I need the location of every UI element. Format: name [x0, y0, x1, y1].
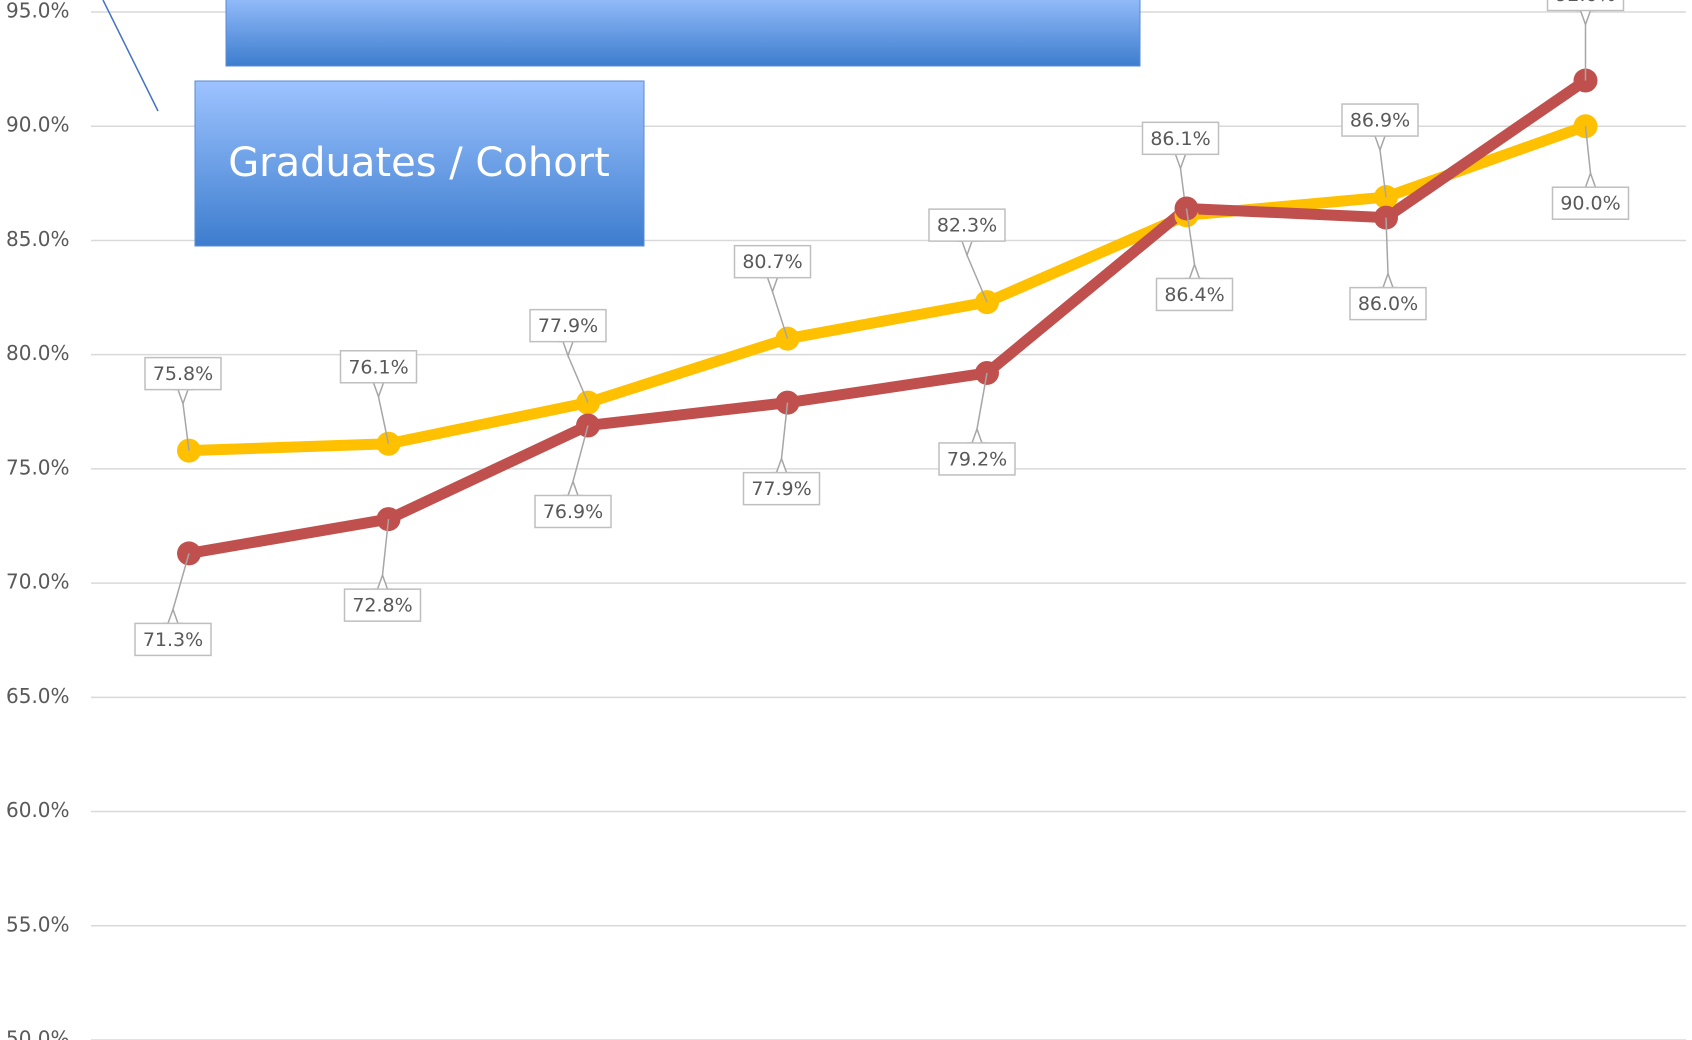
y-tick-label: 50.0% — [6, 1027, 70, 1040]
label-box — [1141, 121, 1220, 156]
label-pointer — [1580, 170, 1601, 188]
y-tick-label: 75.0% — [6, 455, 70, 479]
data-label: 71.3% — [143, 629, 203, 651]
label-pointer — [563, 479, 583, 497]
label-pointer — [1184, 262, 1205, 280]
data-label: 77.9% — [751, 478, 811, 500]
label-leader — [1379, 149, 1387, 198]
data-label: 80.7% — [742, 251, 802, 273]
data-label: 79.2% — [947, 448, 1007, 470]
label-pointer — [957, 240, 977, 258]
label-box — [529, 308, 607, 343]
data-label: 82.3% — [937, 215, 997, 237]
label-box — [1155, 277, 1234, 312]
annotation-box — [194, 80, 645, 247]
y-tick-label: 85.0% — [6, 227, 70, 251]
data-label: 86.9% — [1350, 110, 1410, 132]
data-label: 86.1% — [1150, 128, 1210, 150]
label-pointer — [762, 276, 783, 294]
label-leader — [182, 403, 190, 451]
label-leader — [567, 355, 589, 403]
label-pointer — [1370, 135, 1390, 153]
label-leader — [1185, 208, 1196, 265]
label-box — [928, 208, 1006, 242]
label-leader — [780, 402, 789, 459]
label-pointer — [1378, 271, 1398, 289]
label-pointer — [173, 388, 193, 406]
label-box — [534, 494, 612, 529]
label-leader — [1584, 126, 1592, 174]
label-leader — [1385, 217, 1389, 274]
y-tick-label: 60.0% — [6, 798, 70, 822]
label-box — [1546, 0, 1625, 12]
label-pointer — [771, 456, 792, 474]
label-box — [339, 350, 418, 384]
data-label: 72.8% — [352, 595, 412, 617]
label-leader — [572, 425, 589, 482]
data-label: 77.9% — [538, 315, 598, 337]
label-box — [1551, 186, 1630, 220]
data-label: 76.9% — [543, 501, 603, 523]
y-tick-label: 70.0% — [6, 570, 70, 594]
callout-line — [102, 0, 159, 112]
y-tick-label: 80.0% — [6, 341, 70, 365]
data-label: 92.0% — [1555, 0, 1615, 6]
label-leader — [172, 553, 190, 610]
annotation: Graduates / Cohort — [228, 140, 610, 186]
data-label: 86.4% — [1164, 284, 1224, 306]
label-leader — [771, 291, 789, 339]
label-pointer — [368, 382, 389, 399]
y-tick-label: 90.0% — [6, 113, 70, 137]
label-box — [343, 588, 422, 622]
label-pointer — [558, 340, 578, 358]
label-box — [1349, 286, 1427, 321]
label-pointer — [1170, 153, 1191, 171]
label-pointer — [372, 572, 393, 590]
label-leader — [377, 396, 390, 444]
y-tick-label: 95.0% — [6, 0, 70, 23]
series-line — [188, 76, 1589, 559]
series-line — [188, 121, 1588, 457]
data-label: 75.8% — [153, 363, 213, 385]
label-leader — [381, 519, 390, 576]
data-label: 76.1% — [348, 356, 408, 378]
label-box — [1341, 103, 1419, 137]
plot: 75.8% 76.1% 77.9% 80.7% 82.3% 86.1% 86.9% 90.0%… — [134, 0, 1630, 657]
data-label: 90.0% — [1560, 193, 1620, 215]
label-leader — [966, 254, 988, 303]
y-tick-label: 55.0% — [6, 912, 70, 936]
label-box — [742, 471, 821, 506]
y-tick-label: 65.0% — [6, 684, 70, 708]
label-box — [938, 442, 1016, 476]
label-box — [134, 622, 212, 657]
title-box — [225, 0, 1141, 67]
data-label: 86.0% — [1358, 293, 1418, 315]
label-box — [733, 244, 812, 279]
label-pointer — [967, 426, 987, 444]
label-pointer — [163, 607, 183, 625]
label-box — [144, 356, 222, 391]
label-leader — [976, 372, 988, 430]
